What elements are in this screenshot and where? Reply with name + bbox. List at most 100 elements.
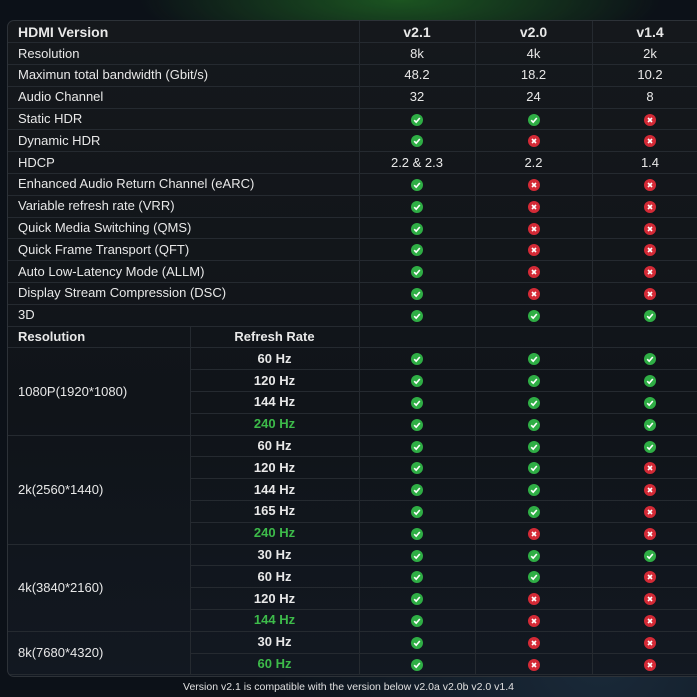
value-cell: 10.2 — [592, 64, 697, 87]
resolution-label: 2k(2560*1440) — [8, 435, 191, 545]
refresh-rate: 120 Hz — [190, 369, 360, 393]
check-icon — [411, 505, 423, 518]
feature-row: Audio Channel 32 24 8 — [8, 86, 697, 109]
check-icon — [644, 353, 656, 366]
cross-icon — [644, 462, 656, 475]
value-cell — [592, 522, 697, 545]
check-icon — [527, 309, 540, 322]
value-cell — [359, 238, 476, 262]
refresh-row: 60 Hz — [8, 565, 697, 589]
value-cell — [475, 129, 593, 153]
check-icon — [411, 549, 423, 562]
cross-icon — [527, 222, 540, 235]
refresh-row: 60 Hz — [8, 653, 697, 676]
version-header: v1.4 — [592, 21, 697, 44]
cross-icon — [644, 244, 656, 257]
refresh-row: 120 Hz — [8, 369, 697, 393]
value-cell — [359, 478, 476, 502]
cross-icon — [644, 636, 656, 649]
feature-label: Audio Channel — [8, 86, 360, 109]
value-cell: 2k — [592, 42, 697, 66]
value-cell — [359, 217, 476, 240]
value-cell — [475, 413, 593, 436]
value-cell — [359, 195, 476, 218]
value-cell — [475, 653, 593, 676]
refresh-row: 4k(3840*2160) 30 Hz — [8, 544, 697, 632]
refresh-rate: 30 Hz — [190, 631, 360, 654]
check-icon — [411, 658, 423, 671]
value-cell — [475, 500, 593, 523]
value-cell — [592, 565, 697, 589]
value-cell — [592, 129, 697, 153]
check-icon — [644, 549, 656, 562]
check-icon — [527, 571, 540, 584]
value-cell — [475, 565, 593, 589]
check-icon — [411, 614, 423, 627]
value-cell — [475, 391, 593, 414]
value-cell — [359, 260, 476, 284]
value-cell — [592, 173, 697, 196]
cross-icon — [644, 266, 656, 279]
empty-cell — [475, 326, 593, 349]
value-cell — [359, 587, 476, 611]
value-cell — [475, 369, 593, 393]
value-cell — [592, 108, 697, 131]
value-cell — [359, 456, 476, 480]
check-icon — [411, 440, 423, 453]
value-cell — [475, 304, 593, 327]
value-cell — [592, 238, 697, 262]
value-cell — [592, 413, 697, 436]
check-icon — [411, 397, 423, 409]
cross-icon — [527, 636, 540, 649]
feature-row: Variable refresh rate (VRR) — [8, 195, 697, 218]
value-cell — [359, 108, 476, 131]
refresh-row: 144 Hz — [8, 478, 697, 502]
value-cell — [359, 500, 476, 523]
value-cell: 24 — [475, 86, 593, 109]
value-cell: 8 — [592, 86, 697, 109]
cross-icon — [644, 179, 656, 192]
check-icon — [411, 222, 423, 235]
feature-row: Static HDR — [8, 108, 697, 131]
cross-icon — [644, 571, 656, 584]
value-cell — [592, 369, 697, 393]
value-cell — [359, 653, 476, 676]
check-icon — [411, 288, 423, 301]
value-cell — [359, 522, 476, 545]
cross-icon — [644, 222, 656, 235]
value-cell — [475, 173, 593, 196]
value-cell: 1.4 — [592, 151, 697, 175]
cross-icon — [644, 135, 656, 148]
check-icon — [527, 353, 540, 366]
value-cell — [359, 391, 476, 414]
feature-label: Display Stream Compression (DSC) — [8, 282, 360, 305]
value-cell — [592, 435, 697, 458]
refresh-rate: 60 Hz — [190, 347, 360, 371]
value-cell — [475, 456, 593, 480]
compatibility-note: Version v2.1 is compatible with the vers… — [183, 681, 514, 693]
feature-label: Maximun total bandwidth (Gbit/s) — [8, 64, 360, 87]
value-cell: 32 — [359, 86, 476, 109]
feature-row: Quick Frame Transport (QFT) — [8, 238, 697, 262]
value-cell — [475, 282, 593, 305]
version-header: v2.0 — [475, 21, 593, 44]
value-cell: 2.2 — [475, 151, 593, 175]
value-cell — [592, 195, 697, 218]
cross-icon — [644, 288, 656, 301]
check-icon — [411, 244, 423, 257]
check-icon — [527, 462, 540, 475]
value-cell — [592, 653, 697, 676]
value-cell — [475, 522, 593, 545]
value-cell — [359, 631, 476, 654]
empty-cell — [359, 326, 476, 349]
value-cell — [475, 108, 593, 131]
refresh-rate: 60 Hz — [190, 435, 360, 458]
cross-icon — [527, 288, 540, 301]
refresh-row: 144 Hz — [8, 609, 697, 632]
hdmi-comparison-table: HDMI Version v2.1 v2.0 v1.4 Resolution 8k 4k 2k… — [7, 20, 697, 677]
refresh-rate: 120 Hz — [190, 587, 360, 611]
feature-row: Resolution 8k 4k 2k — [8, 42, 697, 66]
header-label: HDMI Version — [8, 21, 360, 44]
value-cell — [475, 238, 593, 262]
value-cell — [475, 260, 593, 284]
